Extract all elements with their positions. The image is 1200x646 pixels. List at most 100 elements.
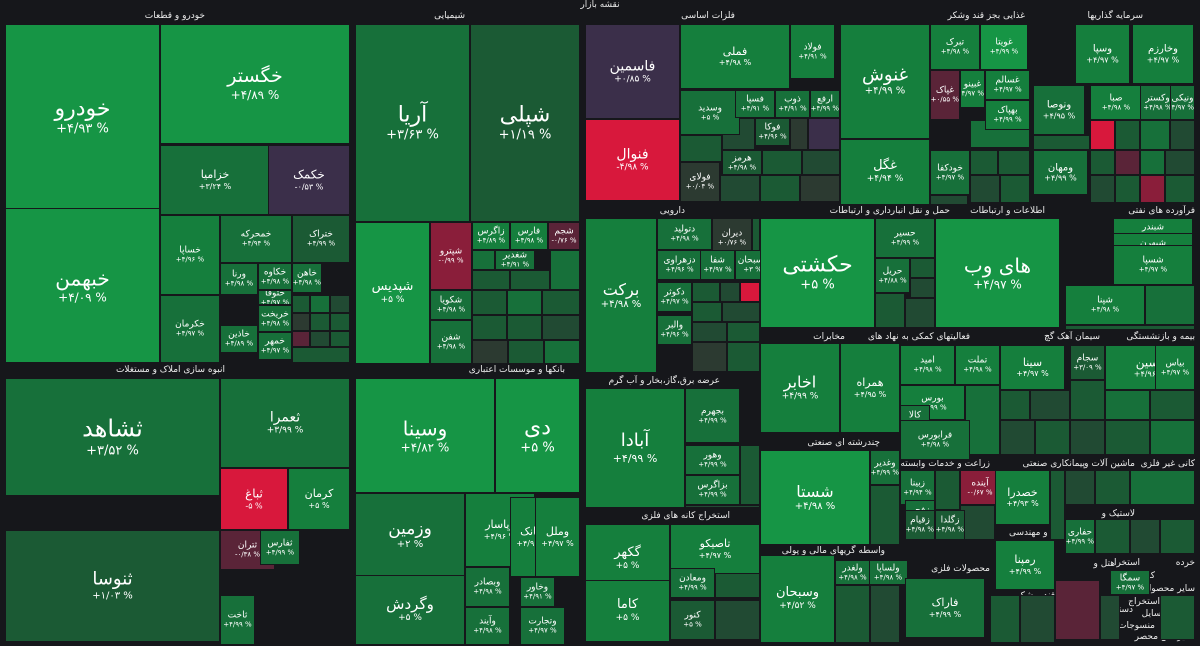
treemap-cell[interactable] <box>550 250 580 290</box>
stock-cell[interactable]: وخاور% ۴/۹۱+ <box>520 577 555 607</box>
stock-cell[interactable]: خاهن% ۴/۹۸+ <box>292 263 322 293</box>
stock-cell[interactable]: وخارزم% ۴/۹۷+ <box>1132 24 1194 84</box>
stock-cell[interactable]: ثفارس% ۴/۹۹+ <box>260 530 300 565</box>
treemap-cell[interactable] <box>1090 150 1115 175</box>
stock-cell[interactable]: شپلی% ۱/۱۹+ <box>470 24 580 222</box>
stock-cell[interactable]: حکشتی% ۵+ <box>760 218 875 328</box>
stock-cell[interactable]: ورنا% ۴/۹۸+ <box>220 263 258 295</box>
stock-cell[interactable]: برکت% ۴/۹۸+ <box>585 218 657 373</box>
treemap-cell[interactable] <box>790 118 808 150</box>
stock-cell[interactable]: فرابورس% ۴/۹۸+ <box>900 420 970 460</box>
stock-cell[interactable]: ونوصا% ۴/۹۵+ <box>1033 85 1085 135</box>
treemap-cell[interactable] <box>727 342 760 372</box>
stock-cell[interactable]: ومهان% ۴/۹۹+ <box>1033 150 1088 195</box>
stock-cell[interactable]: آبادا% ۴/۹۹+ <box>585 388 685 508</box>
stock-cell[interactable]: دی% ۵+ <box>495 378 580 493</box>
stock-cell[interactable]: وگردش% ۵+ <box>355 575 465 645</box>
treemap-cell[interactable] <box>930 195 968 205</box>
treemap-cell[interactable] <box>472 315 507 340</box>
treemap-cell[interactable] <box>292 295 310 313</box>
stock-cell[interactable]: فولای% ۰/۰۴+ <box>680 162 720 202</box>
treemap-cell[interactable] <box>970 150 998 175</box>
treemap-cell[interactable] <box>722 302 760 322</box>
treemap-cell[interactable] <box>1115 175 1140 203</box>
treemap-cell[interactable] <box>472 340 508 364</box>
treemap-cell[interactable] <box>1065 470 1095 505</box>
stock-cell[interactable]: فوکا% ۴/۹۶+ <box>755 118 790 146</box>
stock-cell[interactable]: خمهر% ۴/۹۷+ <box>258 332 292 360</box>
stock-cell[interactable]: ختوقا% ۴/۹۷+ <box>258 290 292 305</box>
treemap-cell[interactable] <box>310 313 330 331</box>
treemap-cell[interactable] <box>870 585 900 643</box>
stock-cell[interactable]: شجم% ۰/۷۶- <box>548 222 580 250</box>
treemap-cell[interactable] <box>1095 470 1130 505</box>
treemap-cell[interactable] <box>1050 470 1065 540</box>
stock-cell[interactable]: والبر% ۴/۹۶+ <box>657 315 692 345</box>
treemap-cell[interactable] <box>1140 175 1165 203</box>
stock-cell[interactable]: غسالم% ۴/۹۷+ <box>985 70 1030 100</box>
treemap-cell[interactable] <box>1115 120 1140 150</box>
stock-cell[interactable]: خکرمان% ۴/۹۷+ <box>160 295 220 363</box>
treemap-cell[interactable] <box>762 150 802 175</box>
treemap-cell[interactable] <box>1140 150 1165 175</box>
stock-cell[interactable]: دتولید% ۴/۹۸+ <box>657 218 712 250</box>
stock-cell[interactable]: وسبحان% ۴/۵۲+ <box>760 555 835 643</box>
treemap-cell[interactable] <box>1160 519 1195 554</box>
stock-cell[interactable]: فنوال% ۴/۹۸- <box>585 119 680 201</box>
stock-cell[interactable]: شفن% ۴/۹۸+ <box>430 320 472 364</box>
treemap-cell[interactable] <box>1145 285 1195 325</box>
stock-cell[interactable]: ثنوسا% ۱/۰۳+ <box>5 530 220 642</box>
stock-cell[interactable]: تبرک% ۴/۹۸+ <box>930 24 980 70</box>
stock-cell[interactable]: رمپنا% ۴/۹۹+ <box>995 540 1055 590</box>
treemap-cell[interactable] <box>1165 150 1195 175</box>
stock-cell[interactable]: کرمان% ۵+ <box>288 468 350 530</box>
stock-cell[interactable]: زگلدا% ۴/۹۸+ <box>935 510 965 540</box>
stock-cell[interactable]: خکاوه% ۴/۹۸+ <box>258 263 292 290</box>
stock-cell[interactable]: فاسمین% ۰/۸۵+ <box>585 24 680 119</box>
treemap-cell[interactable] <box>1000 420 1035 455</box>
treemap-cell[interactable] <box>510 270 550 290</box>
treemap-cell[interactable] <box>310 331 330 347</box>
stock-cell[interactable]: خودرو% ۴/۹۳+ <box>5 24 160 209</box>
stock-cell[interactable]: وزمین% ۲+ <box>355 493 465 578</box>
stock-cell[interactable]: اخابر% ۴/۹۹+ <box>760 343 840 433</box>
stock-cell[interactable]: شغدیر% ۴/۹۱+ <box>495 250 535 270</box>
stock-cell[interactable]: های وب% ۴/۹۷+ <box>935 218 1060 328</box>
treemap-cell[interactable] <box>1150 390 1195 420</box>
treemap-cell[interactable] <box>1095 519 1130 554</box>
treemap-cell[interactable] <box>760 175 800 202</box>
stock-cell[interactable]: همراه% ۴/۹۵+ <box>840 343 900 433</box>
stock-cell[interactable]: کاما% ۵+ <box>585 580 670 642</box>
stock-cell[interactable]: خبهمن% ۴/۰۹+ <box>5 208 160 363</box>
treemap-cell[interactable] <box>472 290 507 315</box>
treemap-cell[interactable] <box>910 258 935 278</box>
treemap-cell[interactable] <box>507 315 542 340</box>
stock-cell[interactable]: سینا% ۴/۹۷+ <box>1000 345 1065 390</box>
stock-cell[interactable]: ثباغ% ۵- <box>220 468 288 530</box>
treemap-cell[interactable] <box>875 293 905 328</box>
treemap-cell[interactable] <box>542 290 580 315</box>
stock-cell[interactable]: دزهراوی% ۴/۹۶+ <box>657 250 702 280</box>
treemap-cell[interactable] <box>835 585 870 643</box>
stock-cell[interactable]: غگل% ۴/۹۴+ <box>840 139 930 205</box>
treemap-cell[interactable] <box>1020 595 1055 643</box>
treemap-cell[interactable] <box>1150 420 1195 455</box>
treemap-cell[interactable] <box>740 282 760 302</box>
stock-cell[interactable]: خمحرکه% ۴/۹۴+ <box>220 215 292 263</box>
treemap-cell[interactable] <box>685 505 760 508</box>
treemap-cell[interactable] <box>935 470 960 510</box>
stock-cell[interactable]: بجهرم% ۴/۹۹+ <box>685 388 740 443</box>
stock-cell[interactable]: شستا% ۴/۹۸+ <box>760 450 870 545</box>
treemap-cell[interactable] <box>1070 380 1105 420</box>
stock-cell[interactable]: بیاس% ۴/۹۷+ <box>1155 345 1195 390</box>
treemap-cell[interactable] <box>960 505 995 540</box>
treemap-cell[interactable] <box>720 175 760 202</box>
treemap-cell[interactable] <box>965 385 1000 455</box>
stock-cell[interactable]: بزاگرس% ۴/۹۹+ <box>685 475 740 505</box>
stock-cell[interactable]: ثاخت% ۴/۹۹+ <box>220 595 255 645</box>
stock-cell[interactable]: وبصادر% ۴/۹۸+ <box>465 567 510 607</box>
treemap-cell[interactable] <box>508 340 544 364</box>
stock-cell[interactable]: فسپا% ۴/۹۱+ <box>735 90 775 118</box>
stock-cell[interactable]: شپدیس% ۵+ <box>355 222 430 364</box>
treemap-cell[interactable] <box>310 295 330 313</box>
